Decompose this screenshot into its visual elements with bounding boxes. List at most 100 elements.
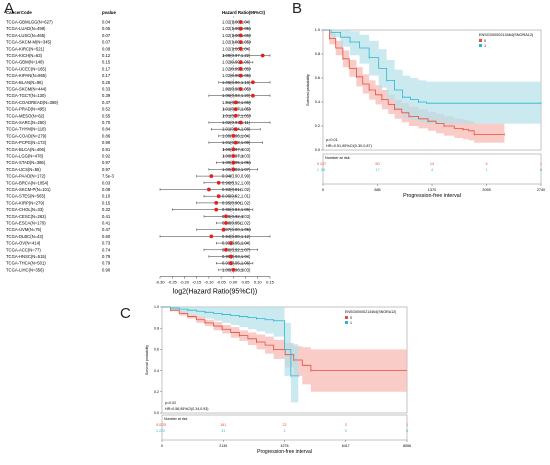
row-code: TCGA-PAAD(N=172) [6,174,46,179]
legend-entry: 0 [350,316,352,320]
row-pvalue: 7.5e-3 [102,174,115,179]
row-code: TCGA-KIRC(N=521) [6,46,45,51]
row-pvalue: 0.90 [102,140,111,145]
y-tick-label: 0.4 [154,369,159,373]
hr-point [238,20,243,24]
hr-point [216,180,221,185]
row-pvalue: 0.52 [102,107,111,112]
x-tick-label: 2139 [219,444,227,448]
p-value: p=0.02 [165,401,176,405]
row-pvalue: 0.41 [102,214,111,219]
row-code: TCGA-CESC(N=263) [6,214,47,219]
row-code: TCGA-KIPAN(N=865) [6,73,47,78]
risk-group-label: 0 [156,423,158,427]
risk-count: 4 [485,162,487,166]
hr-point [231,147,236,152]
risk-title: Number at risk [325,156,350,160]
hr-point [228,261,233,266]
y-tick-label: 0.8 [315,52,320,56]
legend-swatch-1 [479,44,482,47]
row-code: TCGA-GBM(N=148) [6,60,44,65]
row-code: TCGA-UVM(N=75) [6,227,42,232]
row-code: TCGA-LUSC(N=465) [6,33,46,38]
risk-count: 1025 [158,423,166,427]
row-code: TCGA-BLAN(N=96) [6,80,43,85]
legend-swatch-0 [345,316,348,319]
row-pvalue: 0.97 [102,160,111,165]
row-pvalue: 0.15 [102,200,111,205]
y-tick-label: 0.6 [315,76,320,80]
row-code: TCGA-KIRP(N=279) [6,200,45,205]
x-tick-label: -0.15 [192,280,202,285]
hr-point [209,234,214,239]
row-code: TCGA-GBMLGG(N=627) [6,20,53,25]
row-pvalue: 0.12 [102,53,111,58]
row-code: TCGA-ACC(N=77) [6,247,41,252]
row-pvalue: 0.10 [102,194,111,199]
risk-count: 147 [320,162,326,166]
y-tick-label: 0.6 [154,348,159,352]
risk-count: 22 [283,423,287,427]
row-pvalue: 0.70 [102,120,111,125]
hr-point [224,247,228,252]
row-code: TCGA-KICH(N=63) [6,53,43,58]
row-pvalue: 0.86 [102,133,111,138]
y-axis-label: Survival probability [145,345,149,375]
row-pvalue: 0.33 [102,87,111,92]
risk-count: 0 [540,168,542,172]
risk-count: 1 [284,429,286,433]
hr-point [250,93,255,98]
x-tick-label: -0.05 [217,280,227,285]
x-tick-label: -0.25 [168,280,178,285]
hr-point [238,40,243,44]
row-pvalue: 0.79 [102,261,111,266]
x-tick-label: 0 [322,188,324,192]
panel-label-b: B [292,0,303,17]
risk-count: 4 [431,168,433,172]
row-pvalue: 0.25 [102,80,111,85]
row-pvalue: 0.73 [102,241,111,246]
x-tick-label: 0.05 [242,280,251,285]
hr-point [231,154,236,158]
legend-title: ENSG00000213464(SNORA12) [479,33,534,37]
x-tick-label: 0 [161,444,163,448]
hr-point [238,60,243,65]
hr-point [238,67,243,71]
row-pvalue: 0.17 [102,66,111,71]
row-code: TCGA-LIHC(N=356) [6,267,44,272]
row-code: TCGA-BLCA(N=406) [6,147,46,152]
risk-count: 0 [406,429,408,433]
row-code: TCGA-LGG(N=478) [6,154,44,159]
hr-point [221,227,226,232]
row-code: TCGA-DLBC(N=43) [6,234,44,239]
x-tick-label: -0.10 [204,280,214,285]
y-tick-label: 0.2 [154,390,159,394]
hr-point [238,87,243,91]
panel-label-a: A [4,0,15,17]
hr-point [233,100,238,105]
hr-point [238,120,243,125]
hr-point [224,221,228,225]
row-hr: 0.94(0.90,0.99) [222,174,251,179]
x-tick-label: 2740 [537,188,545,192]
risk-group-label: 1 [156,429,158,433]
row-pvalue: 0.15 [102,60,111,65]
risk-count: 222 [159,429,165,433]
risk-table-frame [161,414,408,441]
row-code: TCGA-STAD(N=386) [6,160,46,165]
row-pvalue: 0.47 [102,100,111,105]
hr-point [228,241,233,246]
hr-point [233,127,238,132]
hr-point [233,107,238,111]
row-code: TCGA-PRAD(N=495) [6,107,47,112]
row-code: TCGA-THCA(N=501) [6,261,46,266]
risk-count: 50 [375,162,379,166]
legend-entry: 1 [484,44,486,48]
row-code: TCGA-SARC(N=250) [6,120,47,125]
row-code: TCGA-ESCA(N=179) [6,221,46,226]
x-axis-label: Progression-free interval [403,193,461,199]
x-axis-label: Progression-free interval [257,449,312,455]
row-pvalue: 0.07 [102,33,111,38]
legend-entry: 1 [350,321,352,325]
hr-point [250,80,255,85]
